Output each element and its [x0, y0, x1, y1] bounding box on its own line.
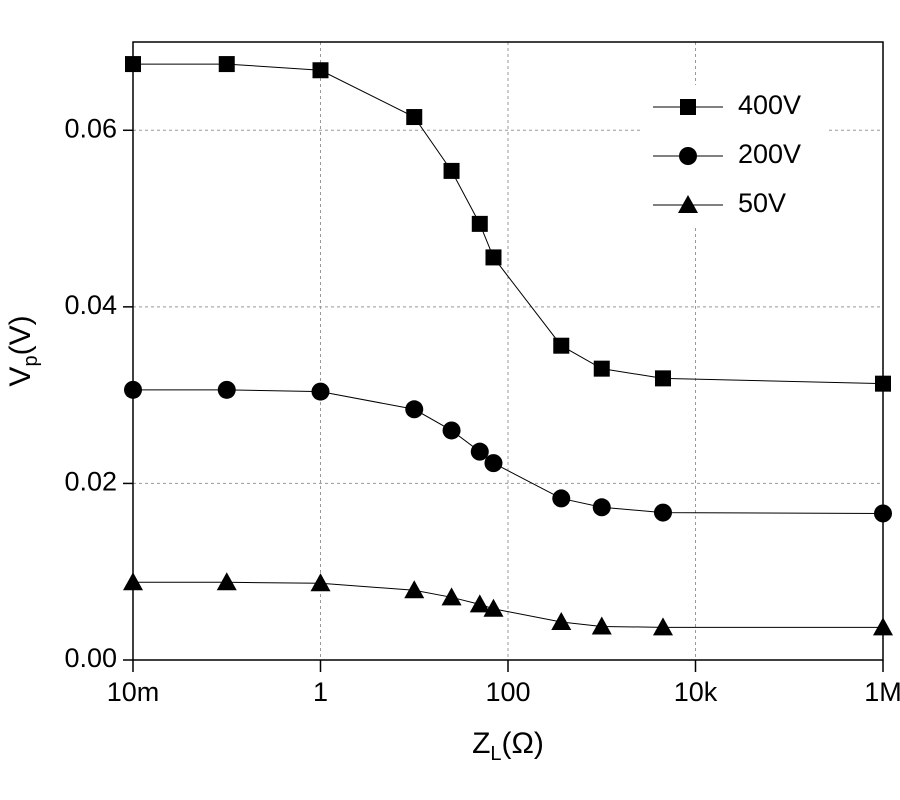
marker — [125, 56, 141, 73]
marker — [312, 62, 329, 79]
x-tick-label: 100 — [485, 677, 530, 707]
marker — [875, 375, 891, 392]
marker — [406, 109, 423, 126]
legend-label: 200V — [738, 139, 801, 169]
x-axis-title-main: Z — [472, 727, 490, 760]
marker — [873, 617, 893, 636]
legend-label: 400V — [738, 90, 801, 120]
y-tick-label: 0.06 — [64, 113, 117, 143]
marker — [216, 572, 237, 591]
legend-marker — [680, 99, 696, 115]
marker — [483, 598, 504, 617]
y-axis-title-main: V — [4, 367, 37, 387]
marker — [553, 337, 570, 354]
x-axis-title: ZL(Ω) — [472, 727, 544, 765]
y-tick-label: 0.00 — [64, 643, 117, 673]
marker — [217, 380, 236, 399]
marker — [551, 612, 572, 631]
legend-label: 50V — [738, 188, 786, 218]
marker — [552, 489, 571, 508]
marker — [593, 360, 610, 377]
x-axis-title-sub: L — [490, 743, 501, 765]
marker — [471, 215, 488, 232]
y-tick-label: 0.04 — [64, 290, 117, 320]
legend-marker — [678, 195, 698, 213]
y-tick-label: 0.02 — [64, 467, 117, 497]
marker — [469, 594, 490, 613]
marker — [484, 454, 503, 473]
x-tick-label: 10m — [107, 677, 160, 707]
marker — [443, 162, 460, 179]
marker — [404, 580, 425, 599]
y-axis-title: Vp(V) — [4, 315, 42, 386]
marker — [654, 370, 671, 387]
marker — [124, 380, 142, 399]
marker — [652, 617, 673, 636]
marker — [591, 616, 612, 635]
marker — [653, 503, 672, 522]
marker — [442, 421, 461, 440]
marker — [310, 573, 331, 592]
marker — [218, 56, 235, 73]
marker — [405, 400, 424, 419]
legend-marker — [679, 147, 697, 165]
y-axis-title-rest: (V) — [4, 315, 37, 355]
x-axis-title-rest: (Ω) — [502, 727, 544, 760]
plot-frame — [132, 41, 884, 661]
y-axis-title-sub: p — [20, 355, 42, 366]
x-tick-label: 1 — [313, 677, 328, 707]
marker — [874, 504, 892, 523]
x-tick-label: 10k — [674, 677, 718, 707]
marker — [485, 249, 502, 266]
marker — [311, 382, 330, 401]
marker — [592, 498, 611, 517]
marker — [441, 587, 462, 606]
marker — [470, 442, 489, 461]
marker — [123, 572, 143, 591]
x-tick-label: 1M — [864, 677, 900, 707]
